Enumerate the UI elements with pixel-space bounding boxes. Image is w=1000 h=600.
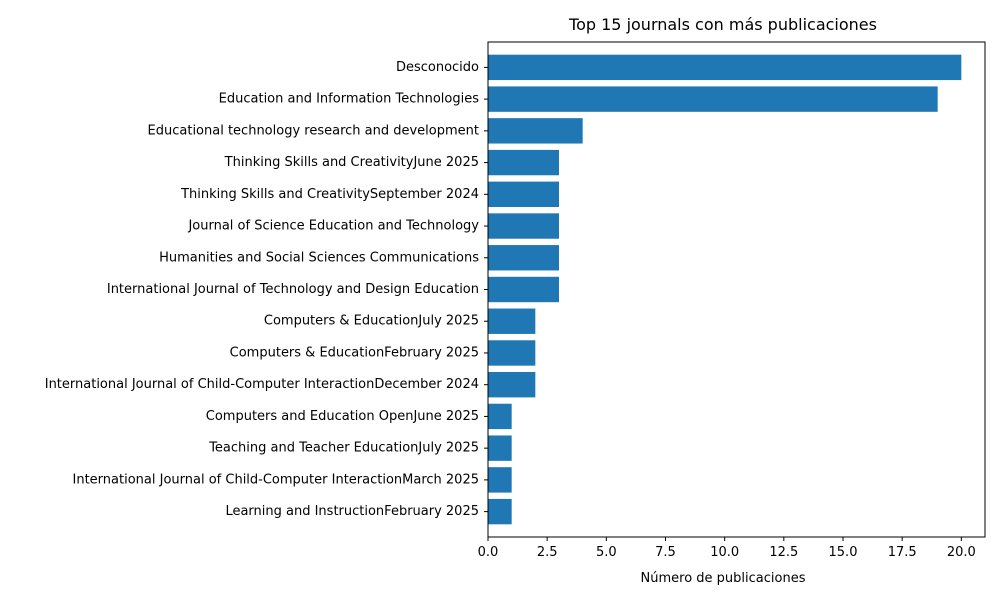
x-axis-label: Número de publicaciones	[641, 571, 806, 586]
category-label: Computers & EducationJuly 2025	[264, 314, 479, 329]
bar	[488, 403, 512, 430]
category-label: Education and Information Technologies	[219, 92, 480, 107]
x-tick-label: 12.5	[769, 545, 798, 560]
plot-frame	[487, 41, 986, 538]
x-tick-label: 7.5	[655, 545, 676, 560]
category-label: International Journal of Child-Computer …	[45, 377, 479, 392]
bars-group	[488, 54, 962, 525]
category-label: Teaching and Teacher EducationJuly 2025	[208, 441, 479, 456]
category-label: International Journal of Technology and …	[107, 282, 479, 297]
bar	[488, 498, 512, 525]
x-tick-label: 20.0	[947, 545, 976, 560]
bar	[488, 467, 512, 493]
x-tick-label: 17.5	[888, 545, 917, 560]
x-tick-label: 5.0	[596, 545, 617, 560]
category-label: Thinking Skills and CreativityJune 2025	[224, 155, 479, 170]
bar	[488, 213, 559, 239]
category-label: Educational technology research and deve…	[148, 123, 479, 138]
x-tick-label: 0.0	[478, 545, 499, 560]
bar	[488, 181, 559, 207]
x-tick-label: 15.0	[829, 545, 858, 560]
chart-title: Top 15 journals con más publicaciones	[568, 15, 877, 34]
bar	[488, 118, 583, 144]
category-label: Journal of Science Education and Technol…	[187, 219, 479, 234]
bar	[488, 435, 512, 461]
bar	[488, 54, 962, 81]
bar	[488, 372, 536, 398]
x-tick-label: 10.0	[710, 545, 739, 560]
category-label: Computers and Education OpenJune 2025	[206, 409, 479, 424]
category-label: Learning and InstructionFebruary 2025	[225, 504, 479, 519]
category-label: Desconocido	[396, 60, 479, 75]
bar	[488, 149, 559, 176]
category-label: Thinking Skills and CreativitySeptember …	[180, 187, 479, 202]
category-label: Humanities and Social Sciences Communica…	[159, 250, 479, 265]
category-label: International Journal of Child-Computer …	[73, 472, 479, 487]
bar	[488, 276, 559, 303]
x-ticks-group: 0.0 2.5 5.0 7.5 10.0 12.5 15.0 17.5 20.0	[478, 537, 976, 560]
category-labels-group: Desconocido Education and Information Tec…	[45, 60, 488, 519]
bar	[488, 86, 938, 112]
bar	[488, 245, 559, 271]
x-tick-label: 2.5	[537, 545, 558, 560]
bar	[488, 340, 536, 366]
bar	[488, 308, 536, 334]
category-label: Computers & EducationFebruary 2025	[230, 345, 479, 360]
